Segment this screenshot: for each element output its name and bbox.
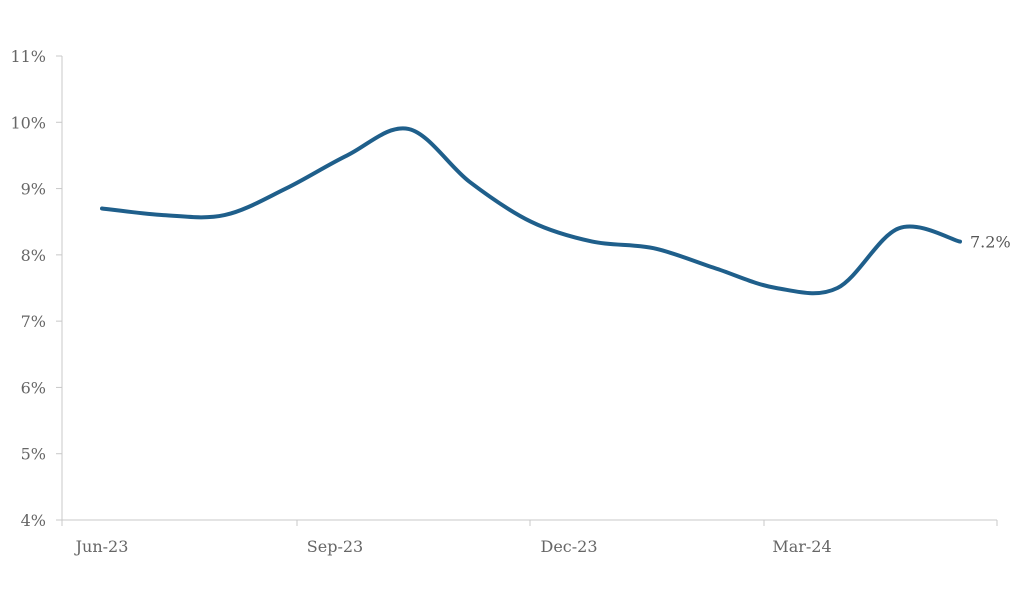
x-axis-ticks: Jun-23 Sep-23 Dec-23 Mar-24 [61,520,998,556]
x-tick-label: Jun-23 [74,537,129,556]
x-tick-label: Mar-24 [772,537,831,556]
x-tick-label: Dec-23 [540,537,597,556]
y-tick-label: 5% [21,445,46,464]
y-tick-label: 4% [21,511,46,530]
end-value-label: 7.2% [970,233,1011,252]
x-tick-label: Sep-23 [307,537,363,556]
series-layer [100,126,962,296]
y-tick-label: 11% [10,47,46,66]
y-tick-label: 6% [21,378,46,397]
y-tick-label: 10% [10,113,46,132]
annotation-layer: 7.2% [970,233,1011,252]
axes [61,56,997,521]
y-axis-ticks: 4% 5% 6% 7% 8% 9% 10% 11% [10,47,62,530]
y-tick-label: 9% [21,180,46,199]
y-tick-label: 7% [21,312,46,331]
y-tick-label: 8% [21,246,46,265]
series-line [100,126,962,296]
